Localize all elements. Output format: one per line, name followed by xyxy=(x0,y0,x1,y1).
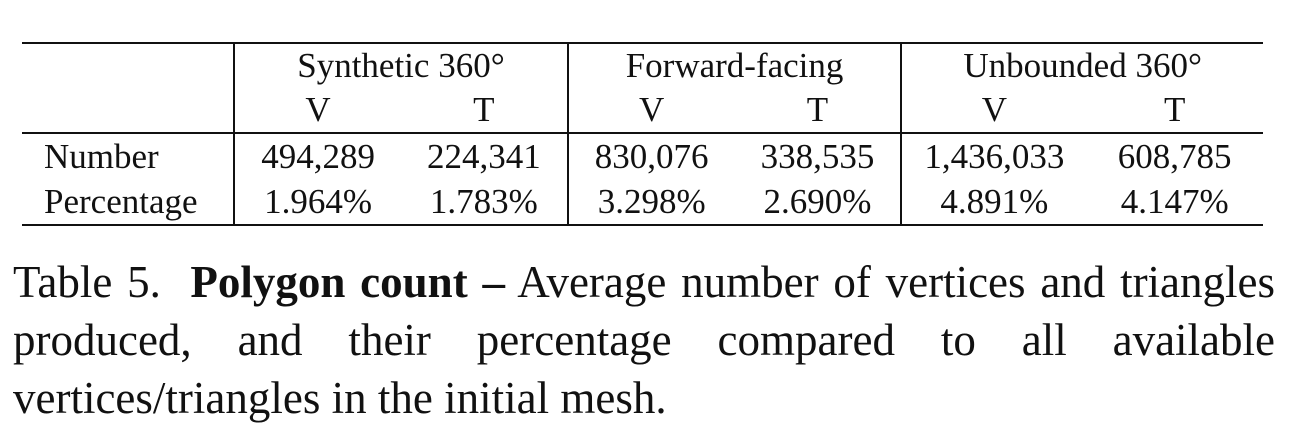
caption-text: Average number of vertices and triangles… xyxy=(13,257,1276,423)
table-cell: 2.690% xyxy=(734,179,902,226)
subheader-t: T xyxy=(806,90,829,129)
row-label: Number xyxy=(22,132,235,179)
group-header-unbounded: Unbounded 360° xyxy=(900,42,1263,88)
table-cell: 830,076 xyxy=(566,132,735,179)
group-header-synthetic: Synthetic 360° xyxy=(233,42,568,88)
table-row: Percentage 1.964% 1.783% 3.298% 2.690% 4… xyxy=(22,179,1263,226)
table-cell: 494,289 xyxy=(233,132,401,179)
table-cell: 224,341 xyxy=(400,132,568,179)
subheader-v: V xyxy=(566,88,735,133)
subheader-t: T xyxy=(1163,90,1186,129)
subheader-t: T xyxy=(473,90,495,129)
table-row: Number 494,289 224,341 830,076 338,535 1… xyxy=(22,132,1263,179)
caption-bold-title: Polygon count – xyxy=(190,257,505,307)
data-table: Synthetic 360° Forward-facing Unbounded … xyxy=(22,42,1263,226)
table-cell: 4.891% xyxy=(900,179,1087,226)
subheader-v: V xyxy=(233,88,401,133)
table-cell: 1.964% xyxy=(233,179,401,226)
table-cell: 608,785 xyxy=(1086,132,1263,179)
table-caption: Table 5. Polygon count – Average number … xyxy=(13,253,1275,427)
table-cell: 338,535 xyxy=(734,132,902,179)
polygon-count-table: Synthetic 360° Forward-facing Unbounded … xyxy=(22,42,1263,226)
corner-cell xyxy=(22,42,235,88)
caption-prefix: Table 5. xyxy=(13,257,161,307)
table-cell: 1,436,033 xyxy=(900,132,1087,179)
corner-cell-sub xyxy=(22,88,234,133)
table-cell: 4.147% xyxy=(1086,179,1263,226)
table-cell: 3.298% xyxy=(566,179,735,226)
table-cell: 1.783% xyxy=(400,179,568,226)
group-header-forward: Forward-facing xyxy=(566,42,902,88)
subheader-v: V xyxy=(900,88,1087,133)
row-label: Percentage xyxy=(22,179,235,226)
